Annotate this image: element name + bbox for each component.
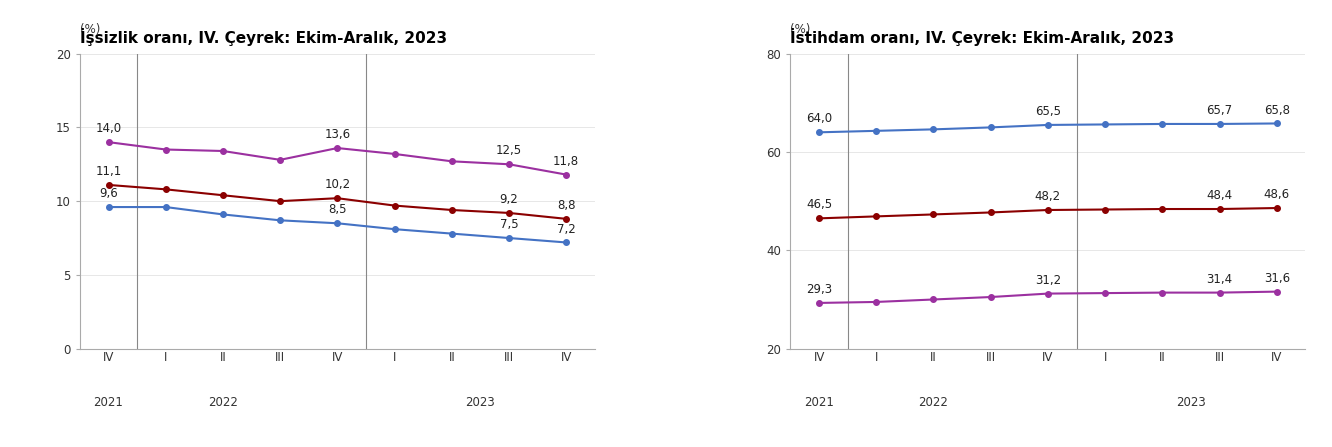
Text: 9,6: 9,6	[99, 187, 119, 200]
Text: 48,2: 48,2	[1035, 190, 1062, 203]
Legend: Toplam, Erkek, Kadın: Toplam, Erkek, Kadın	[216, 443, 458, 447]
Text: 2023: 2023	[465, 396, 496, 409]
Text: 7,5: 7,5	[500, 218, 518, 231]
Text: (%): (%)	[80, 23, 100, 36]
Text: 2021: 2021	[805, 396, 834, 409]
Text: 64,0: 64,0	[806, 112, 832, 125]
Text: 46,5: 46,5	[806, 198, 832, 211]
Text: (%): (%)	[790, 23, 811, 36]
Text: 65,8: 65,8	[1264, 104, 1289, 117]
Text: 2023: 2023	[1176, 396, 1205, 409]
Text: 29,3: 29,3	[806, 283, 832, 296]
Text: 65,5: 65,5	[1035, 105, 1060, 118]
Text: 8,5: 8,5	[328, 203, 346, 216]
Text: 12,5: 12,5	[496, 144, 522, 157]
Text: 8,8: 8,8	[557, 199, 575, 212]
Text: 13,6: 13,6	[324, 128, 350, 141]
Text: 10,2: 10,2	[324, 178, 350, 191]
Text: 11,1: 11,1	[96, 165, 121, 178]
Legend: Toplam, Erkek, Kadın: Toplam, Erkek, Kadın	[927, 443, 1169, 447]
Text: 31,4: 31,4	[1207, 273, 1232, 286]
Text: 31,2: 31,2	[1035, 274, 1062, 287]
Text: 2022: 2022	[919, 396, 948, 409]
Text: 2021: 2021	[93, 396, 124, 409]
Text: İşsizlik oranı, IV. Çeyrek: Ekim-Aralık, 2023: İşsizlik oranı, IV. Çeyrek: Ekim-Aralık,…	[80, 28, 448, 46]
Text: 2022: 2022	[208, 396, 238, 409]
Text: 65,7: 65,7	[1207, 104, 1232, 117]
Text: 14,0: 14,0	[96, 122, 121, 135]
Text: 9,2: 9,2	[500, 193, 518, 206]
Text: İstihdam oranı, IV. Çeyrek: Ekim-Aralık, 2023: İstihdam oranı, IV. Çeyrek: Ekim-Aralık,…	[790, 28, 1175, 46]
Text: 7,2: 7,2	[557, 223, 575, 236]
Text: 48,6: 48,6	[1264, 188, 1289, 201]
Text: 48,4: 48,4	[1207, 189, 1232, 202]
Text: 11,8: 11,8	[553, 155, 579, 168]
Text: 31,6: 31,6	[1264, 272, 1289, 285]
